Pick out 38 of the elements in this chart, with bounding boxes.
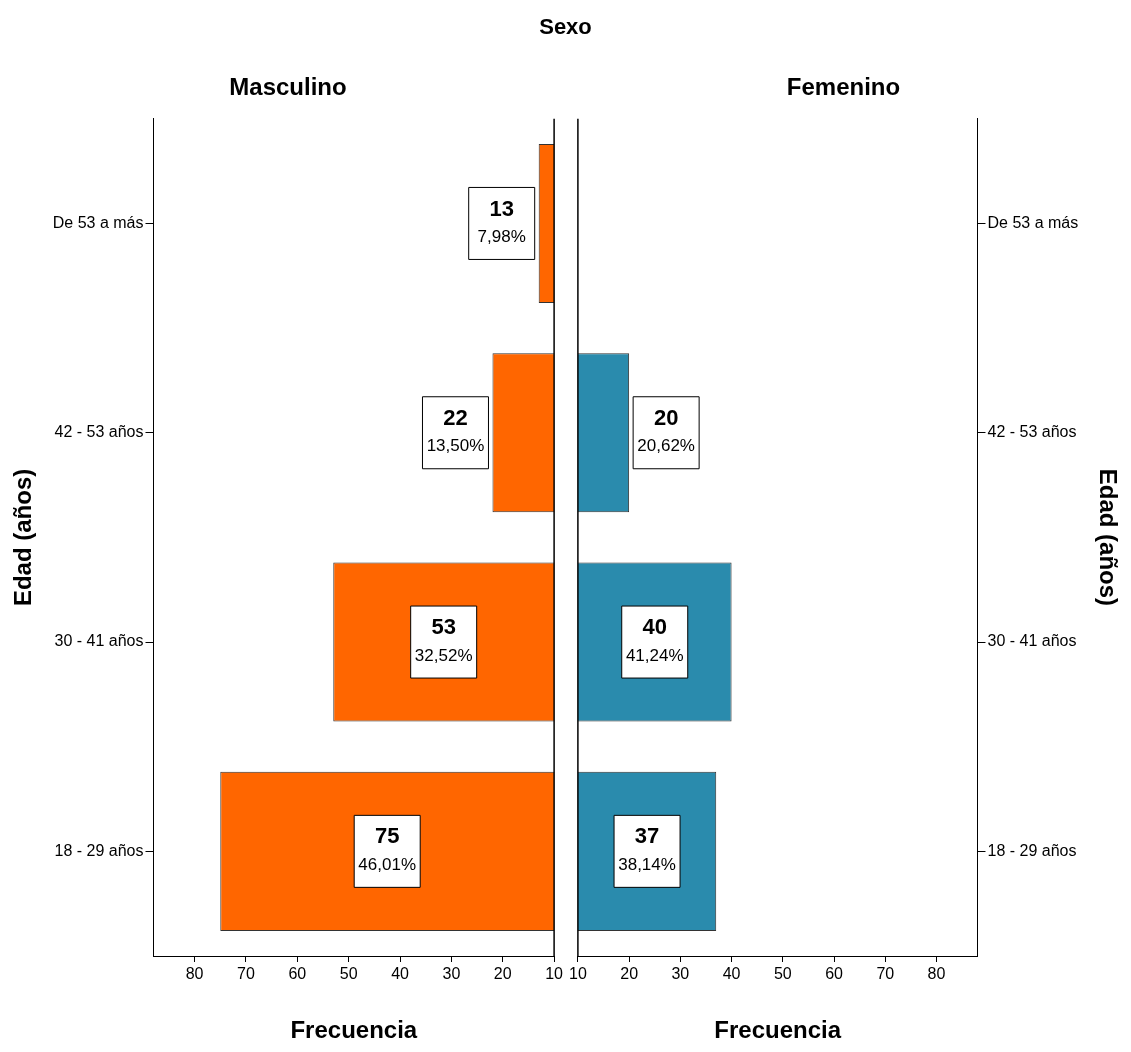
data-label: 37 38,14% — [618, 823, 676, 875]
x-tick-label: 60 — [825, 965, 844, 983]
y-tick-label: 30 - 41 años — [987, 632, 1077, 650]
x-tick-label: 80 — [185, 965, 204, 983]
x-tick-label: 20 — [620, 965, 639, 983]
x-tick-label: 30 — [442, 965, 461, 983]
y-tick-label: 18 - 29 años — [54, 841, 144, 859]
x-tick-label: 10 — [569, 965, 587, 983]
x-tick-label: 50 — [773, 965, 792, 983]
x-tick-label: 40 — [722, 965, 741, 983]
x-tick-label: 60 — [288, 965, 307, 983]
y-tick-label: 42 - 53 años — [987, 423, 1077, 441]
chart-title: Femenino — [786, 73, 901, 101]
x-axis-title: Frecuencia — [290, 1016, 418, 1044]
text: Sexo — [538, 14, 593, 40]
y-tick-label: De 53 a más — [987, 213, 1079, 231]
data-label: 13 7,98% — [477, 195, 526, 247]
y-axis-title: Edad (años) — [9, 468, 37, 607]
data-label: 22 13,50% — [426, 404, 485, 456]
y-axis-title: Edad (años) — [1094, 468, 1122, 607]
y-tick-label: 30 - 41 años — [54, 632, 144, 650]
data-label: 20 20,62% — [637, 404, 695, 456]
x-tick-label: 80 — [927, 965, 946, 983]
chart-title: Masculino — [229, 73, 347, 101]
x-tick-label: 70 — [237, 965, 255, 983]
data-label: 75 46,01% — [358, 823, 417, 875]
y-tick-label: De 53 a más — [52, 213, 144, 231]
x-tick-label: 70 — [876, 965, 895, 983]
x-axis-title: Frecuencia — [714, 1016, 842, 1044]
x-tick-label: 40 — [391, 965, 410, 983]
x-tick-label: 30 — [671, 965, 690, 983]
data-label: 40 41,24% — [625, 614, 684, 665]
x-tick-label: 20 — [493, 965, 512, 983]
x-tick-label: 10 — [545, 965, 564, 983]
x-tick-label: 50 — [339, 965, 358, 983]
y-tick-label: 18 - 29 años — [987, 841, 1077, 859]
data-label: 53 32,52% — [414, 614, 473, 665]
y-tick-label: 42 - 53 años — [54, 423, 144, 441]
